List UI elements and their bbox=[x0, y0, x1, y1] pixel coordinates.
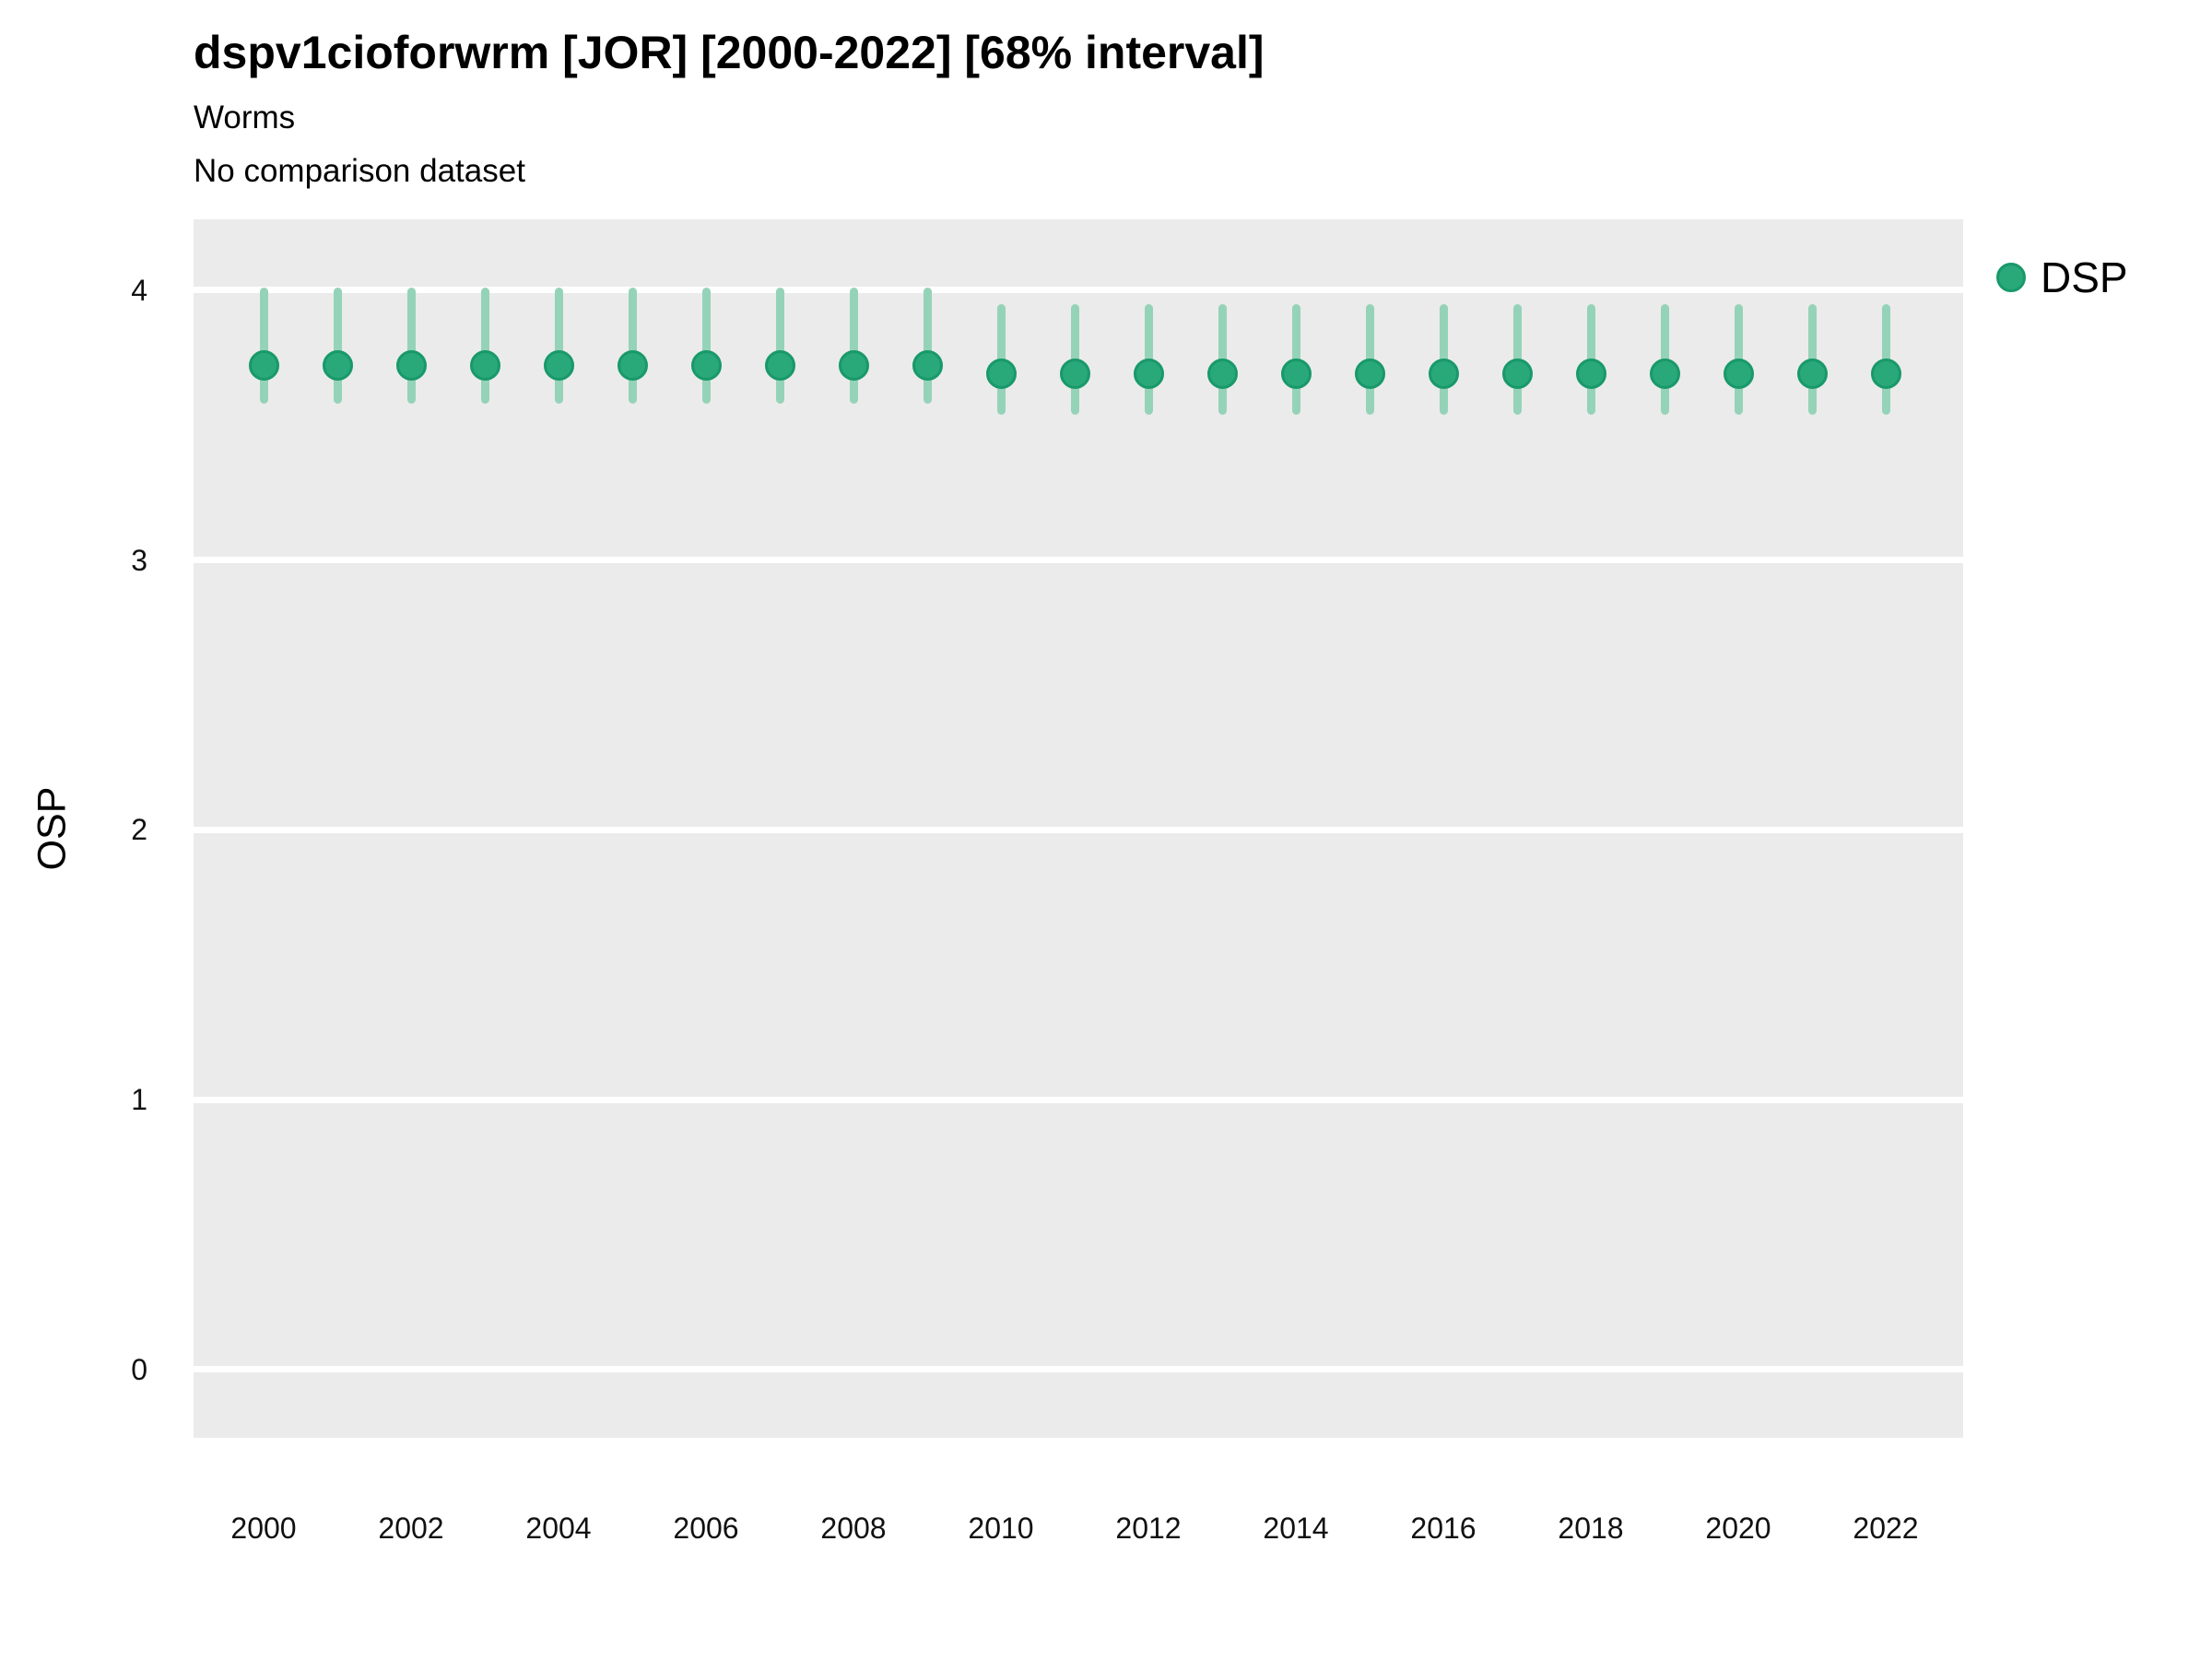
interval-bar-2009 bbox=[923, 288, 932, 404]
data-point-2007 bbox=[764, 350, 795, 382]
x-tick-label: 2020 bbox=[1705, 1512, 1771, 1545]
data-point-2005 bbox=[617, 350, 648, 382]
data-point-2017 bbox=[1501, 359, 1533, 390]
chart-subtitle: Worms bbox=[194, 100, 296, 135]
x-tick-label: 2004 bbox=[525, 1512, 592, 1545]
data-point-2013 bbox=[1206, 359, 1238, 390]
gridline-y-2 bbox=[194, 826, 1963, 833]
interval-bar-2002 bbox=[406, 288, 416, 404]
data-point-2008 bbox=[838, 350, 869, 382]
legend-label: DSP bbox=[2041, 253, 2128, 301]
gridline-y-3 bbox=[194, 557, 1963, 564]
legend-point-icon bbox=[1996, 263, 2026, 292]
x-tick-label: 2010 bbox=[968, 1512, 1034, 1545]
y-tick-label: 1 bbox=[131, 1083, 147, 1117]
gridline-y-0 bbox=[194, 1366, 1963, 1373]
y-tick-label: 4 bbox=[131, 273, 147, 307]
x-tick-label: 2016 bbox=[1410, 1512, 1477, 1545]
data-point-2009 bbox=[912, 350, 943, 382]
data-point-2014 bbox=[1280, 359, 1312, 390]
interval-bar-2006 bbox=[701, 288, 711, 404]
x-tick-label: 2008 bbox=[820, 1512, 887, 1545]
data-point-2018 bbox=[1575, 359, 1606, 390]
data-point-2012 bbox=[1133, 359, 1164, 390]
data-point-2011 bbox=[1059, 359, 1090, 390]
y-tick-label: 3 bbox=[131, 543, 147, 577]
x-tick-label: 2012 bbox=[1115, 1512, 1182, 1545]
gridline-y-4 bbox=[194, 287, 1963, 294]
data-point-2004 bbox=[543, 350, 574, 382]
gridline-y-1 bbox=[194, 1096, 1963, 1103]
x-tick-label: 2006 bbox=[673, 1512, 739, 1545]
x-tick-label: 2000 bbox=[230, 1512, 297, 1545]
data-point-2020 bbox=[1723, 359, 1754, 390]
data-point-2002 bbox=[395, 350, 427, 382]
interval-bar-2007 bbox=[775, 288, 784, 404]
interval-bar-2000 bbox=[259, 288, 268, 404]
data-point-2003 bbox=[469, 350, 500, 382]
legend: DSP bbox=[1996, 253, 2128, 302]
x-tick-label: 2002 bbox=[378, 1512, 444, 1545]
data-point-2006 bbox=[690, 350, 722, 382]
interval-bar-2005 bbox=[628, 288, 637, 404]
y-tick-label: 0 bbox=[131, 1352, 147, 1386]
data-point-2001 bbox=[322, 350, 353, 382]
data-point-2016 bbox=[1428, 359, 1459, 390]
x-tick-label: 2014 bbox=[1263, 1512, 1329, 1545]
data-point-2015 bbox=[1354, 359, 1385, 390]
interval-bar-2004 bbox=[554, 288, 563, 404]
data-point-2010 bbox=[985, 359, 1017, 390]
x-tick-label: 2018 bbox=[1558, 1512, 1624, 1545]
y-tick-label: 2 bbox=[131, 813, 147, 847]
interval-bar-2003 bbox=[480, 288, 489, 404]
plot-panel bbox=[194, 219, 1963, 1438]
chart-title: dspv1cioforwrm [JOR] [2000-2022] [68% in… bbox=[194, 27, 1265, 78]
data-point-2022 bbox=[1870, 359, 1901, 390]
x-tick-label: 2022 bbox=[1853, 1512, 1919, 1545]
interval-bar-2001 bbox=[333, 288, 342, 404]
data-point-2019 bbox=[1649, 359, 1680, 390]
data-point-2021 bbox=[1796, 359, 1828, 390]
data-point-2000 bbox=[248, 350, 279, 382]
interval-bar-2008 bbox=[849, 288, 858, 404]
comparison-note: No comparison dataset bbox=[194, 153, 525, 189]
